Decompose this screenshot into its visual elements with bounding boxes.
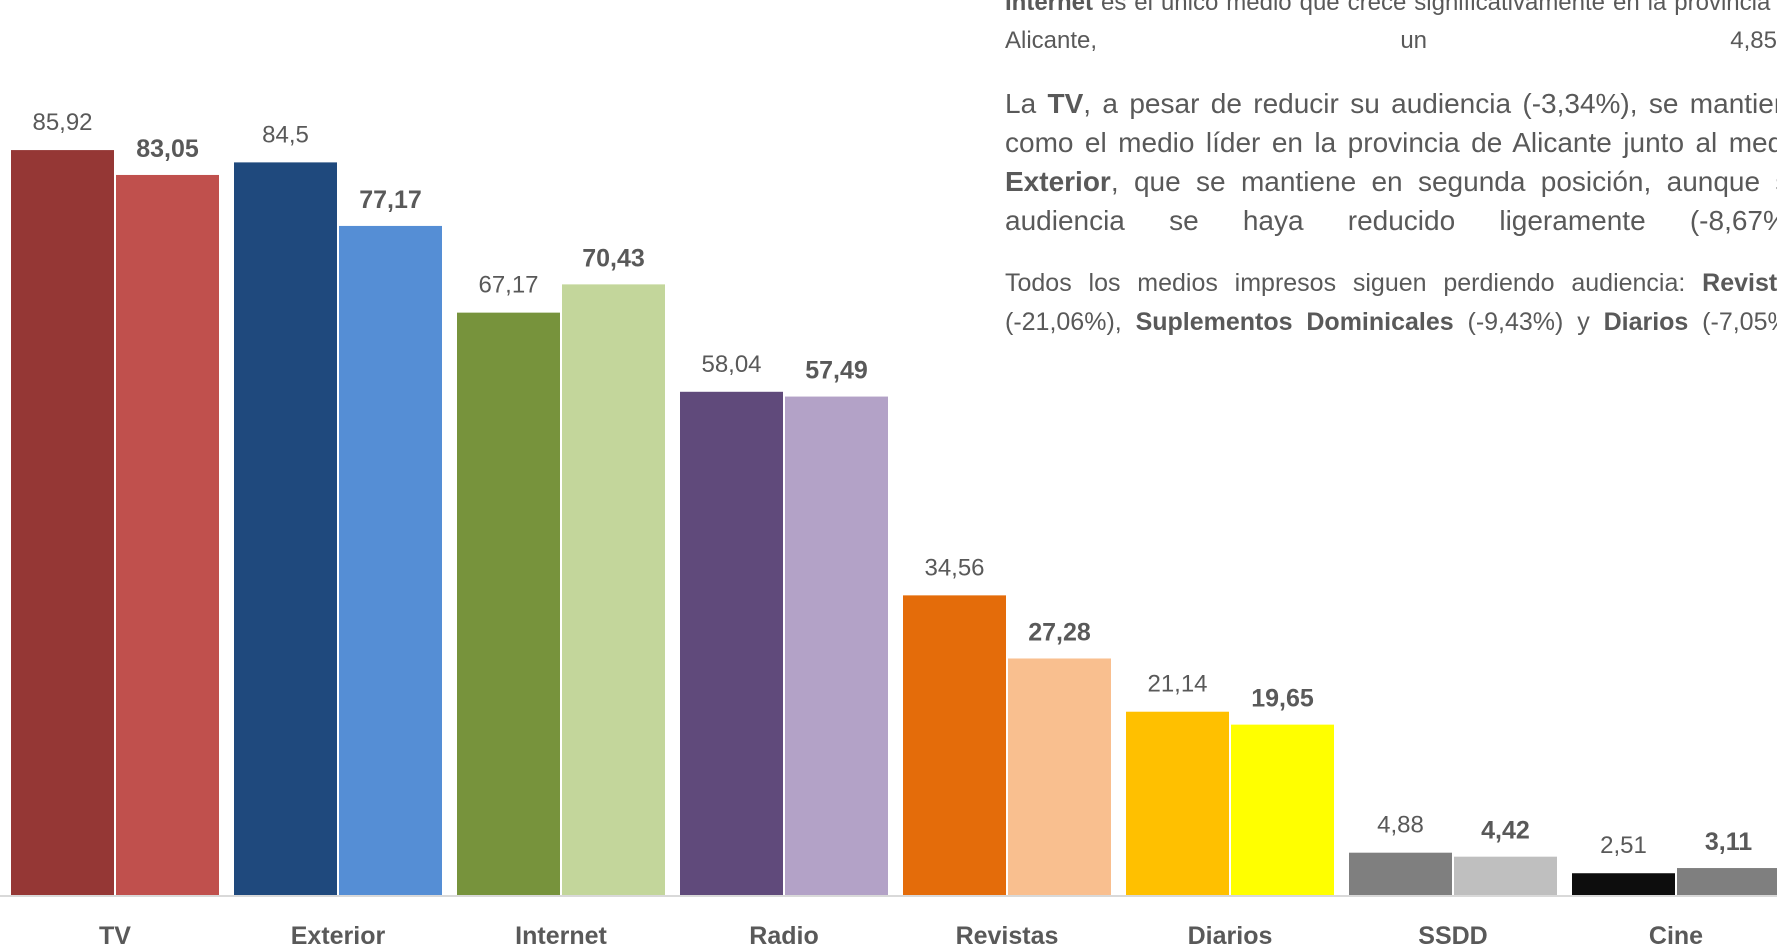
note-text: , que se mantiene en segunda posición, a… <box>1005 166 1777 236</box>
bar-internet-current <box>562 284 665 895</box>
bar-diarios-previous <box>1126 711 1229 895</box>
value-label-cine-current: 3,11 <box>1705 828 1752 856</box>
category-label-cine: Cine <box>1649 922 1703 948</box>
bar-exterior-previous <box>234 162 337 895</box>
value-label-internet-previous: 67,17 <box>478 272 538 299</box>
bar-tv-previous <box>11 150 114 895</box>
value-label-revistas-current: 27,28 <box>1028 618 1091 646</box>
value-label-radio-current: 57,49 <box>805 357 868 385</box>
value-label-ssdd-current: 4,42 <box>1481 817 1530 845</box>
category-label-ssdd: SSDD <box>1418 922 1487 948</box>
value-label-cine-previous: 2,51 <box>1600 832 1647 859</box>
bar-internet-previous <box>457 312 560 895</box>
value-label-exterior-current: 77,17 <box>359 186 422 214</box>
note-text: , a pesar de reducir su audiencia (-3,34… <box>1005 88 1777 158</box>
value-label-tv-previous: 85,92 <box>32 109 92 136</box>
bar-radio-current <box>785 396 888 895</box>
value-label-ssdd-previous: 4,88 <box>1377 812 1424 839</box>
note-bold: Internet <box>1005 0 1094 16</box>
note-text: La <box>1005 88 1048 119</box>
note-text: es el único medio que crece significativ… <box>1005 0 1777 54</box>
note-bold: Revistas <box>1702 269 1777 297</box>
value-label-radio-previous: 58,04 <box>701 351 761 378</box>
category-labels-group: TV Exterior Internet Radio Revistas Diarios SS… <box>99 922 1703 948</box>
bar-diarios-current <box>1231 724 1334 895</box>
bars-group <box>11 150 1777 896</box>
commentary-panel: Internet es el único medio que crece sig… <box>1005 0 1777 366</box>
bar-cine-current <box>1677 868 1777 895</box>
note-text: (-9,43%) y <box>1453 308 1604 336</box>
note-bold: Exterior <box>1005 166 1111 197</box>
note-tv-exterior: La TV, a pesar de reducir su audiencia (… <box>1005 84 1777 240</box>
value-label-diarios-previous: 21,14 <box>1147 671 1207 698</box>
note-text: Todos los medios impresos siguen perdien… <box>1005 269 1703 297</box>
note-print-media: Todos los medios impresos siguen perdien… <box>1005 264 1777 342</box>
bar-tv-current <box>116 174 219 896</box>
category-label-radio: Radio <box>749 922 818 948</box>
bar-revistas-current <box>1008 658 1111 895</box>
category-label-exterior: Exterior <box>291 922 386 948</box>
note-text: (-21,06%), <box>1005 308 1136 336</box>
bar-cine-previous <box>1572 873 1675 895</box>
value-labels-group: 85,92 83,05 84,5 77,17 67,17 70,43 58,04 57,49 3… <box>32 109 1752 859</box>
category-label-tv: TV <box>99 922 131 948</box>
note-internet: Internet es el único medio que crece sig… <box>1005 0 1777 60</box>
value-label-tv-current: 83,05 <box>136 135 199 163</box>
value-label-internet-current: 70,43 <box>582 244 645 272</box>
category-label-internet: Internet <box>515 922 607 948</box>
note-bold: TV <box>1047 88 1084 119</box>
value-label-exterior-previous: 84,5 <box>262 121 309 148</box>
value-label-diarios-current: 19,65 <box>1251 685 1314 713</box>
note-bold: Suplementos Dominicales <box>1135 308 1454 336</box>
bar-ssdd-current <box>1454 856 1557 895</box>
category-label-revistas: Revistas <box>956 922 1059 948</box>
category-label-diarios: Diarios <box>1188 922 1273 948</box>
bar-radio-previous <box>680 391 783 895</box>
bar-ssdd-previous <box>1349 852 1452 895</box>
value-label-revistas-previous: 34,56 <box>924 554 984 581</box>
bar-revistas-previous <box>903 595 1006 895</box>
note-bold: Diarios <box>1603 308 1689 336</box>
bar-exterior-current <box>339 225 442 895</box>
note-text: (-7,05%). <box>1702 308 1777 336</box>
